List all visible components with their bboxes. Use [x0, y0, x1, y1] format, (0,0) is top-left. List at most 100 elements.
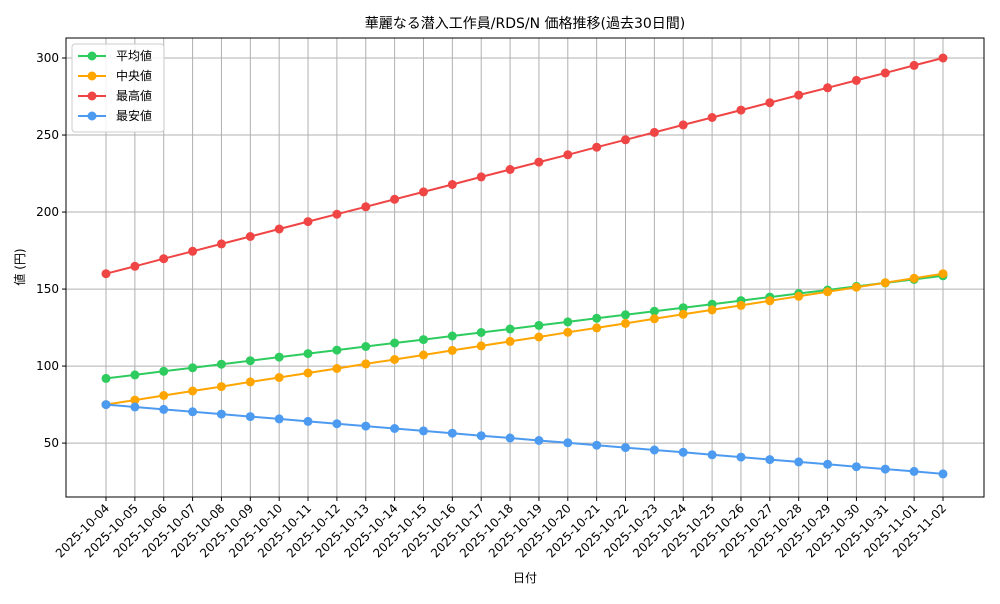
legend-item: 平均値 — [78, 48, 152, 63]
data-point — [159, 404, 169, 414]
y-tick-label: 200 — [36, 205, 59, 219]
data-point — [447, 428, 457, 438]
y-tick-label: 100 — [36, 359, 59, 373]
legend-box — [71, 43, 165, 133]
data-point — [505, 165, 515, 174]
chart-title: 華麗なる潜入工作員/RDS/N 価格推移(過去30日間) — [365, 16, 686, 32]
data-point — [823, 83, 833, 93]
data-point — [188, 407, 198, 417]
data-point — [707, 450, 717, 460]
data-point — [563, 438, 573, 448]
data-point — [447, 345, 457, 355]
data-point — [880, 278, 890, 288]
data-point — [130, 402, 140, 412]
data-point — [476, 172, 486, 182]
data-point — [938, 269, 948, 279]
data-point — [621, 318, 630, 328]
data-point — [563, 327, 573, 337]
data-point — [303, 349, 313, 359]
data-point — [245, 232, 255, 241]
data-point — [851, 282, 861, 292]
y-tick-label: 250 — [36, 128, 59, 142]
data-point — [736, 105, 746, 115]
legend-item: 中央値 — [78, 68, 152, 83]
data-point — [101, 400, 111, 410]
data-point — [592, 440, 602, 450]
data-point — [216, 239, 226, 249]
data-point — [274, 352, 284, 362]
data-point — [101, 373, 111, 383]
data-point — [390, 355, 400, 364]
data-point — [765, 98, 775, 108]
data-point — [130, 261, 140, 271]
data-point — [534, 320, 544, 330]
data-point — [707, 113, 717, 122]
series-line — [105, 272, 944, 406]
data-point — [851, 462, 861, 472]
data-point — [678, 120, 688, 130]
data-point — [188, 386, 198, 396]
series-line — [105, 57, 944, 275]
data-point — [419, 187, 428, 197]
data-point — [303, 217, 313, 227]
data-point — [707, 305, 717, 315]
data-point — [419, 335, 428, 345]
data-point — [332, 209, 342, 219]
y-tick-label: 300 — [36, 51, 59, 65]
data-point — [419, 350, 428, 360]
data-point — [303, 368, 313, 378]
data-point — [332, 364, 342, 373]
data-point — [216, 409, 226, 419]
data-point — [621, 135, 630, 145]
series-line — [105, 274, 944, 380]
data-point — [390, 338, 400, 348]
series-2 — [101, 269, 948, 410]
data-point — [621, 310, 630, 320]
data-point — [216, 359, 226, 369]
data-point — [303, 416, 313, 426]
data-point — [245, 377, 255, 387]
data-point — [938, 53, 948, 63]
data-point — [851, 75, 861, 85]
series-4 — [101, 400, 948, 479]
data-point — [794, 457, 804, 467]
data-point — [534, 436, 544, 445]
data-point — [563, 150, 573, 160]
data-point — [274, 224, 284, 234]
data-point — [505, 433, 515, 443]
data-point — [188, 246, 198, 256]
data-point — [823, 459, 833, 469]
data-point — [765, 296, 775, 306]
data-point — [678, 303, 688, 313]
data-point — [390, 424, 400, 433]
data-point — [332, 345, 342, 355]
data-point — [794, 291, 804, 301]
data-point — [130, 370, 140, 380]
data-point — [534, 332, 544, 342]
data-point — [361, 202, 371, 212]
y-tick-label: 50 — [44, 436, 59, 450]
data-point — [563, 317, 573, 327]
data-point — [621, 443, 630, 453]
data-point — [159, 391, 169, 400]
data-point — [447, 331, 457, 341]
legend-marker — [87, 51, 97, 61]
data-point — [880, 464, 890, 474]
data-point — [505, 336, 515, 346]
data-point — [649, 445, 659, 455]
data-point — [534, 157, 544, 167]
series-line — [105, 403, 944, 475]
series-3 — [101, 53, 948, 279]
legend-label: 最安値 — [116, 108, 152, 123]
data-point — [823, 287, 833, 297]
legend-marker — [87, 91, 97, 101]
data-point — [361, 342, 371, 351]
data-point — [909, 466, 919, 476]
data-point — [649, 314, 659, 324]
data-point — [216, 382, 226, 392]
y-tick-label: 150 — [36, 282, 59, 296]
data-point — [736, 300, 746, 310]
